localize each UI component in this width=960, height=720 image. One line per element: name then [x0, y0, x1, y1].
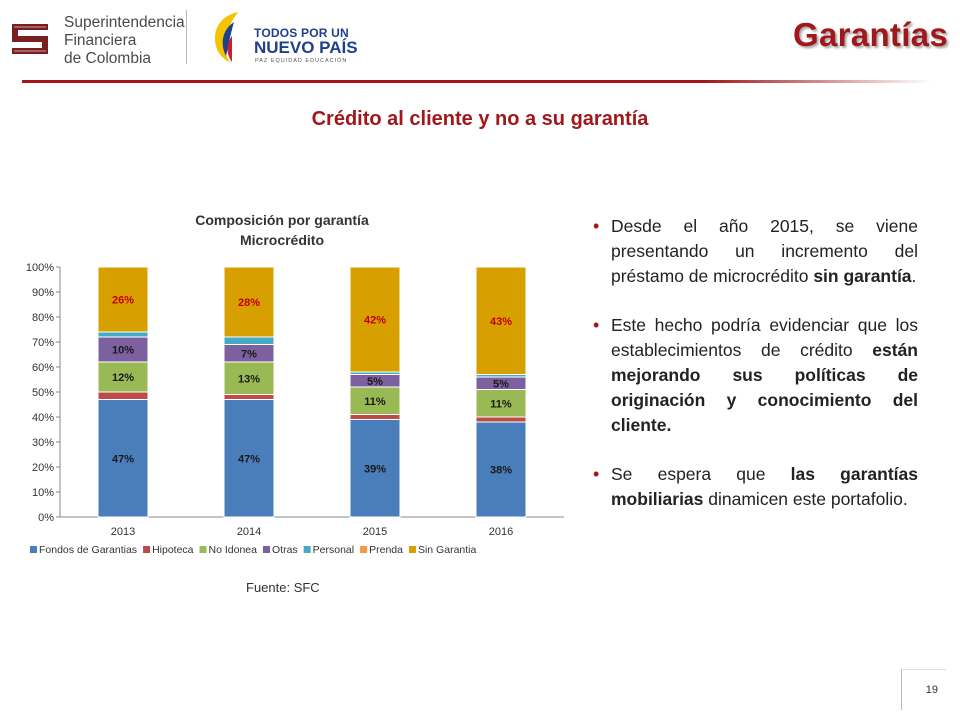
bullet-text: Desde el año 2015, se viene presentando …	[611, 216, 918, 286]
bullet-item: • Desde el año 2015, se viene presentando…	[593, 214, 918, 289]
government-logo: TODOS POR UN NUEVO PAÍS PAZ EQUIDAD EDUC…	[208, 8, 358, 68]
bullet-text: Este hecho podría evidenciar que los est…	[611, 315, 918, 360]
legend-swatch	[408, 546, 416, 553]
legend-swatch	[360, 546, 368, 553]
data-label: 38%	[490, 465, 512, 477]
page-title: Garantías	[793, 16, 948, 53]
bar-segment	[223, 336, 275, 345]
page-number-box: 19	[901, 669, 946, 710]
gov-logo-line-2: NUEVO PAÍS	[254, 38, 358, 57]
data-label: 13%	[238, 373, 260, 385]
data-label: 26%	[112, 295, 134, 307]
bullet-text: dinamicen este portafolio.	[703, 489, 908, 509]
gov-logo-line-3: PAZ EQUIDAD EDUCACIÓN	[255, 58, 348, 64]
bar-segment	[97, 266, 149, 333]
data-label: 7%	[241, 348, 257, 360]
legend-label: Personal	[313, 544, 354, 556]
chart-title-line-1: Composición por garantía	[195, 212, 369, 228]
sfc-logo-icon	[12, 24, 48, 54]
bar-segment	[223, 266, 275, 338]
legend-swatch	[143, 546, 151, 553]
bar-segment	[223, 399, 275, 518]
data-label: 42%	[364, 315, 386, 327]
data-label: 47%	[112, 453, 134, 465]
x-tick-label: 2013	[111, 526, 135, 538]
bar-segment	[475, 266, 527, 375]
bullet-list: • Desde el año 2015, se viene presentando…	[593, 214, 918, 536]
legend-label: Fondos de Garantias	[39, 544, 137, 556]
bar-segment	[223, 394, 275, 400]
y-tick-label: 30%	[32, 437, 54, 449]
bar-segment	[97, 391, 149, 400]
y-tick-label: 40%	[32, 412, 54, 424]
data-label: 10%	[112, 345, 134, 357]
bullet-text: sin garantía	[813, 266, 912, 286]
bar-segment	[97, 331, 149, 338]
page-number: 19	[925, 684, 938, 696]
x-tick-label: 2015	[363, 526, 387, 538]
bullet-text: están mejorando sus políticas de origina…	[611, 340, 918, 435]
header-rule	[22, 80, 932, 83]
bullet-text: .	[911, 266, 917, 286]
bar-segment	[349, 266, 401, 373]
chart-title-line-2: Microcrédito	[239, 232, 324, 248]
bar-segment	[349, 414, 401, 420]
data-label: 39%	[364, 463, 386, 475]
y-tick-label: 90%	[32, 287, 54, 299]
legend-swatch	[262, 546, 270, 553]
bullet-item: • Este hecho podría evidenciar que los es…	[593, 313, 918, 438]
bar-segment	[349, 419, 401, 518]
x-tick-label: 2014	[237, 526, 261, 538]
legend-label: Prenda	[369, 544, 403, 556]
x-tick-label: 2016	[489, 526, 513, 538]
data-label: 5%	[493, 378, 509, 390]
bar-segment	[475, 389, 527, 418]
legend-swatch	[199, 546, 207, 553]
chart-container: Composición por garantía Microcrédito 0%…	[12, 200, 580, 610]
legend-label: Otras	[272, 544, 298, 556]
bullet-marker: •	[593, 464, 600, 484]
chart-source: Fuente: SFC	[246, 580, 320, 595]
y-tick-label: 50%	[32, 387, 54, 399]
bullet-item: • Se espera que las garantías mobiliarias…	[593, 462, 918, 512]
legend-label: No Idonea	[209, 544, 258, 556]
bar-segment	[349, 386, 401, 415]
data-label: 11%	[364, 396, 386, 408]
chart-title: Composición por garantía Microcrédito	[112, 210, 452, 250]
y-tick-label: 10%	[32, 487, 54, 499]
y-tick-label: 80%	[32, 312, 54, 324]
data-label: 11%	[490, 398, 512, 410]
data-label: 12%	[112, 372, 134, 384]
data-label: 43%	[490, 316, 512, 328]
bullet-marker: •	[593, 315, 600, 335]
bar-segment	[475, 421, 527, 518]
bar-segment	[223, 361, 275, 395]
gov-logo-line-1: TODOS POR UN	[254, 26, 349, 40]
logo-divider	[186, 10, 187, 64]
legend-label: Sin Garantia	[418, 544, 477, 556]
data-label: 28%	[238, 297, 260, 309]
y-tick-label: 60%	[32, 362, 54, 374]
colombia-flag-swoosh-icon	[214, 12, 238, 62]
legend-swatch	[30, 546, 37, 553]
legend-label: Hipoteca	[152, 544, 194, 556]
org-name-line-3: de Colombia	[64, 50, 152, 67]
bullet-marker: •	[593, 216, 600, 236]
org-name-line-2: Financiera	[64, 32, 137, 49]
data-label: 47%	[238, 453, 260, 465]
slide-subtitle: Crédito al cliente y no a su garantía	[311, 108, 649, 130]
org-name-line-1: Superintendencia	[64, 14, 185, 31]
y-tick-label: 100%	[26, 262, 54, 274]
bullet-text: Se espera que	[611, 464, 791, 484]
sfc-logo: Superintendencia Financiera de Colombia	[8, 10, 185, 67]
y-tick-label: 70%	[32, 337, 54, 349]
stacked-bar-chart: 0% 10% 20% 30% 40% 50% 60% 70% 80% 90% 100% 47% 12% 1…	[26, 262, 564, 556]
bar-segment	[475, 416, 527, 423]
data-label: 5%	[367, 376, 383, 388]
y-tick-label: 0%	[38, 512, 54, 524]
legend-swatch	[303, 546, 311, 553]
bullet-text: las garantías mobiliarias	[611, 464, 918, 509]
y-tick-label: 20%	[32, 462, 54, 474]
